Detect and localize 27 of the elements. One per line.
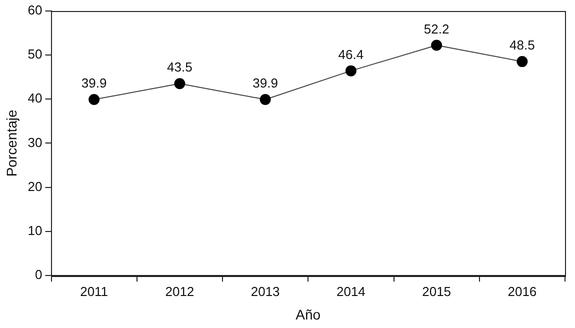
x-tick-label: 2013 (250, 284, 280, 299)
y-tick-label: 10 (28, 223, 42, 238)
data-label: 43.5 (167, 60, 192, 75)
point (174, 78, 186, 90)
data-label: 48.5 (510, 38, 535, 53)
x-tick-label: 2016 (508, 284, 537, 299)
y-axis-title: Porcentaje (3, 110, 20, 177)
y-tick-label: 20 (28, 178, 42, 194)
point (88, 94, 100, 106)
point (260, 94, 271, 106)
x-tick-label: 2011 (80, 284, 108, 299)
x-tick-label: 2015 (422, 284, 452, 299)
point (431, 40, 442, 51)
y-tick-label: 0 (35, 267, 42, 282)
data-label: 39.9 (252, 76, 278, 91)
x-tick-label: 2012 (165, 284, 194, 299)
x-tick-label: 2014 (336, 284, 366, 299)
data-label: 52.2 (424, 21, 450, 36)
point (516, 56, 528, 68)
x-axis-title: Año (296, 306, 321, 322)
data-label: 39.9 (81, 76, 107, 91)
y-tick-label: 30 (28, 134, 42, 150)
data-label: 46.4 (338, 46, 364, 62)
y-tick-label: 50 (28, 46, 42, 62)
y-tick-label: 40 (28, 90, 42, 106)
point (345, 65, 356, 76)
y-tick-label: 60 (28, 2, 42, 18)
